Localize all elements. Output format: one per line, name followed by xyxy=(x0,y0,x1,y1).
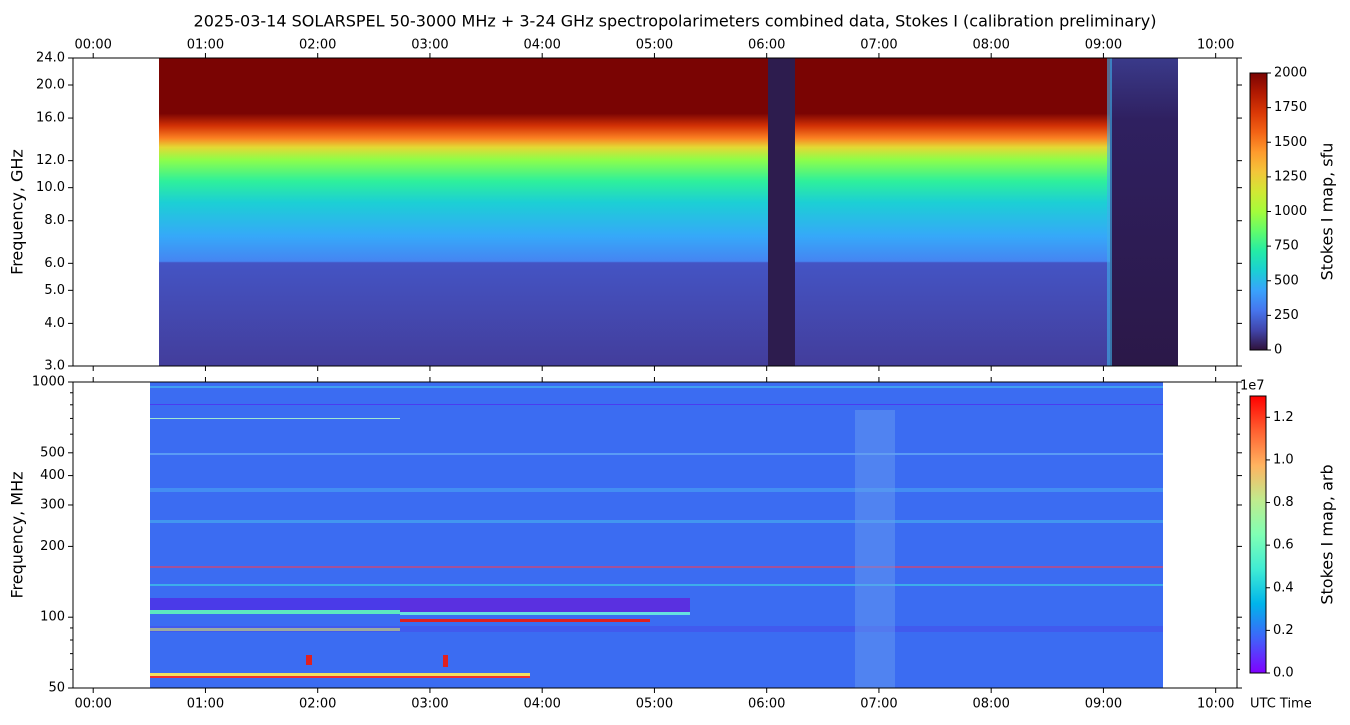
colorbar-tick-label: 1.0 xyxy=(1273,452,1294,467)
x-tick-label: 04:00 xyxy=(523,38,560,53)
plot-frame xyxy=(72,381,1238,689)
y-tick-label: 6.0 xyxy=(44,256,65,271)
y-axis-label: Frequency, GHz xyxy=(8,149,27,275)
y-tick-label: 200 xyxy=(40,539,65,554)
y-tick-label: 100 xyxy=(40,610,65,625)
colorbar-tick-label: 1750 xyxy=(1274,100,1307,115)
colorbar-frame xyxy=(1249,395,1267,674)
y-tick-label: 16.0 xyxy=(36,111,65,126)
colorbar-tick-label: 0.2 xyxy=(1273,623,1294,638)
x-tick-label: 07:00 xyxy=(860,697,897,712)
y-axis-label: Frequency, MHz xyxy=(8,471,27,598)
y-tick-label: 300 xyxy=(40,497,65,512)
y-tick-label: 3.0 xyxy=(44,359,65,374)
colorbar-tick-label: 0.4 xyxy=(1273,580,1294,595)
y-tick-label: 400 xyxy=(40,468,65,483)
colorbar-tick-label: 0.8 xyxy=(1273,495,1294,510)
x-tick-label: 10:00 xyxy=(1197,697,1234,712)
colorbar-tick-label: 1500 xyxy=(1274,135,1307,150)
colorbar-tick-label: 0.0 xyxy=(1273,666,1294,681)
x-tick-label: 02:00 xyxy=(299,38,336,53)
x-tick-label: 05:00 xyxy=(636,38,673,53)
y-tick-label: 4.0 xyxy=(44,316,65,331)
x-tick-label: 06:00 xyxy=(748,697,785,712)
x-tick-label: 08:00 xyxy=(972,38,1009,53)
plot-frame xyxy=(72,57,1238,367)
y-tick-label: 10.0 xyxy=(36,180,65,195)
x-tick-label: 09:00 xyxy=(1085,38,1122,53)
y-tick-label: 8.0 xyxy=(44,213,65,228)
x-tick-label: 03:00 xyxy=(411,38,448,53)
y-tick-label: 5.0 xyxy=(44,283,65,298)
y-tick-label: 1000 xyxy=(32,375,65,390)
x-tick-label: 02:00 xyxy=(299,697,336,712)
colorbar xyxy=(1250,396,1266,673)
colorbar-tick-label: 1250 xyxy=(1274,169,1307,184)
colorbar-label: Stokes I map, arb xyxy=(1318,464,1337,604)
colorbar-tick-label: 1.2 xyxy=(1273,410,1294,425)
x-tick-label: 06:00 xyxy=(748,38,785,53)
colorbar-tick-label: 750 xyxy=(1274,239,1299,254)
colorbar-tick-label: 2000 xyxy=(1274,66,1307,81)
x-tick-label: 07:00 xyxy=(860,38,897,53)
colorbar-tick-label: 0 xyxy=(1274,343,1282,358)
x-tick-label: 01:00 xyxy=(187,697,224,712)
colorbar-tick-label: 0.6 xyxy=(1273,538,1294,553)
spectrogram-image xyxy=(150,58,1178,688)
x-axis-label: UTC Time xyxy=(1250,697,1312,712)
y-tick-label: 500 xyxy=(40,445,65,460)
x-tick-label: 09:00 xyxy=(1085,697,1122,712)
y-tick-label: 12.0 xyxy=(36,153,65,168)
x-tick-label: 00:00 xyxy=(74,697,111,712)
colorbar-label: Stokes I map, sfu xyxy=(1318,143,1337,281)
colorbar-tick-label: 1000 xyxy=(1274,204,1307,219)
colorbar-offset: 1e7 xyxy=(1240,379,1265,394)
x-tick-label: 10:00 xyxy=(1197,38,1234,53)
chart-title: 2025-03-14 SOLARSPEL 50-3000 MHz + 3-24 … xyxy=(194,12,1157,31)
colorbar-tick-label: 500 xyxy=(1274,273,1299,288)
x-tick-label: 01:00 xyxy=(187,38,224,53)
colorbar-tick-label: 250 xyxy=(1274,308,1299,323)
x-tick-label: 03:00 xyxy=(411,697,448,712)
y-tick-label: 50 xyxy=(48,681,65,696)
y-tick-label: 20.0 xyxy=(36,78,65,93)
x-tick-label: 08:00 xyxy=(972,697,1009,712)
x-tick-label: 00:00 xyxy=(74,38,111,53)
colorbar xyxy=(1250,73,1267,350)
x-tick-label: 05:00 xyxy=(636,697,673,712)
x-tick-label: 04:00 xyxy=(523,697,560,712)
y-tick-label: 24.0 xyxy=(36,51,65,66)
